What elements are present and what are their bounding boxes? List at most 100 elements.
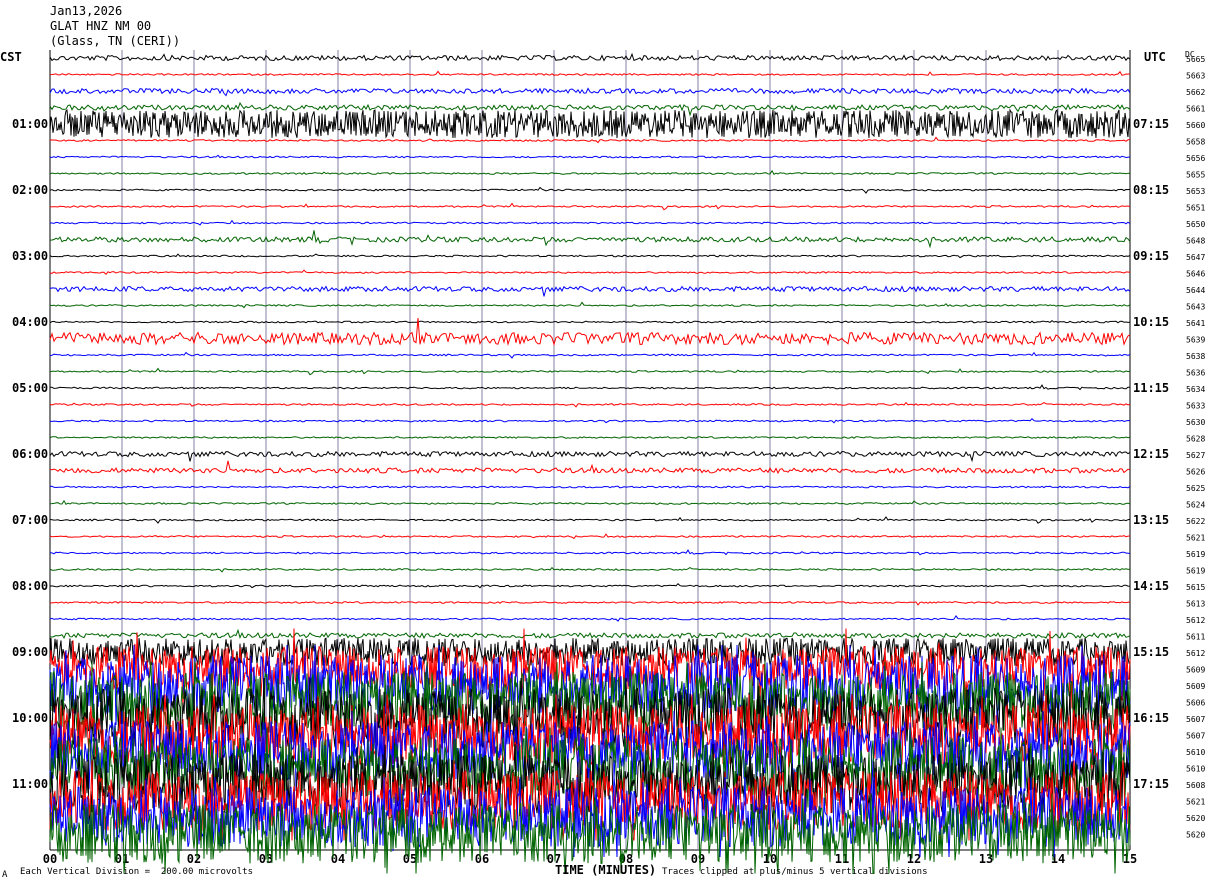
left-timezone-label: CST (0, 50, 22, 64)
trace-line (49, 401, 1131, 408)
dc-value-label: 5648 (1186, 237, 1205, 246)
dc-value-label: 5619 (1186, 550, 1205, 559)
dc-value-label: 5647 (1186, 253, 1205, 262)
trace-line (49, 661, 1131, 742)
trace-line (49, 136, 1130, 144)
right-hour-label: 11:15 (1133, 381, 1169, 395)
trace-line (50, 219, 1131, 226)
right-hour-label: 14:15 (1133, 579, 1169, 593)
right-hour-label: 13:15 (1133, 513, 1169, 527)
left-hour-label: 11:00 (12, 777, 48, 791)
trace-line (49, 566, 1131, 573)
dc-value-label: 5660 (1186, 121, 1205, 130)
left-hour-label: 01:00 (12, 117, 48, 131)
dc-value-label: 5661 (1186, 105, 1205, 114)
dc-value-label: 5620 (1186, 831, 1205, 840)
trace-line (49, 436, 1131, 440)
dc-value-label: 5630 (1186, 418, 1205, 427)
left-hour-label: 07:00 (12, 513, 48, 527)
dc-value-label: 5609 (1186, 666, 1205, 675)
trace-line (49, 301, 1131, 309)
dc-value-label: 5639 (1186, 336, 1205, 345)
trace-line (49, 484, 1131, 489)
record-date: Jan13,2026 (50, 4, 123, 18)
trace-line (49, 269, 1131, 276)
x-tick-label: 11 (835, 852, 849, 866)
trace-line (50, 417, 1131, 424)
x-tick-label: 04 (331, 852, 345, 866)
dc-value-label: 5607 (1186, 715, 1205, 724)
trace-line (49, 230, 1131, 249)
left-hour-label: 09:00 (12, 645, 48, 659)
trace-line (49, 351, 1131, 359)
trace-line (49, 367, 1131, 376)
trace-line (49, 202, 1131, 211)
trace-line (49, 776, 1131, 858)
trace-line (49, 70, 1131, 76)
trace-line (49, 169, 1131, 175)
right-hour-label: 09:15 (1133, 249, 1169, 263)
x-tick-label: 05 (403, 852, 417, 866)
trace-line (49, 460, 1131, 475)
dc-value-label: 5624 (1186, 501, 1205, 510)
dc-value-label: 5651 (1186, 204, 1205, 213)
dc-value-label: 5612 (1186, 616, 1205, 625)
trace-line (49, 285, 1131, 297)
trace-line (49, 186, 1131, 194)
trace-line (49, 533, 1131, 540)
trace-line (49, 601, 1131, 606)
trace-line (49, 52, 1131, 62)
dc-value-label: 5610 (1186, 748, 1205, 757)
dc-value-label: 5606 (1186, 699, 1205, 708)
dc-value-label: 5658 (1186, 138, 1205, 147)
right-hour-label: 16:15 (1133, 711, 1169, 725)
trace-line (50, 154, 1131, 159)
x-tick-label: 02 (187, 852, 201, 866)
left-hour-label: 02:00 (12, 183, 48, 197)
right-hour-label: 08:15 (1133, 183, 1169, 197)
left-hour-label: 06:00 (12, 447, 48, 461)
x-tick-label: 12 (907, 852, 921, 866)
trace-line (49, 582, 1131, 589)
right-hour-label: 12:15 (1133, 447, 1169, 461)
x-tick-label: 00 (43, 852, 57, 866)
dc-value-label: 5613 (1186, 600, 1205, 609)
dc-value-label: 5619 (1186, 567, 1205, 576)
dc-value-label: 5663 (1186, 72, 1205, 81)
left-hour-label: 05:00 (12, 381, 48, 395)
trace-line (49, 319, 1131, 324)
dc-value-label: 5610 (1186, 765, 1205, 774)
dc-value-label: 5620 (1186, 814, 1205, 823)
dc-value-label: 5662 (1186, 88, 1205, 97)
right-hour-label: 17:15 (1133, 777, 1169, 791)
trace-line (49, 450, 1131, 463)
dc-value-label: 5650 (1186, 220, 1205, 229)
dc-value-label: 5608 (1186, 781, 1205, 790)
station-location: (Glass, TN (CERI)) (50, 34, 181, 48)
dc-value-label: 5621 (1186, 798, 1205, 807)
dc-value-label: 5626 (1186, 468, 1205, 477)
dc-value-label: 5621 (1186, 534, 1205, 543)
trace-line (49, 101, 1131, 117)
trace-line (49, 253, 1131, 259)
x-axis-label: TIME (MINUTES) (555, 863, 657, 877)
dc-value-label: 5609 (1186, 682, 1205, 691)
dc-value-label: 5611 (1186, 633, 1205, 642)
dc-value-label: 5653 (1186, 187, 1205, 196)
left-hour-label: 03:00 (12, 249, 48, 263)
x-tick-label: 10 (763, 852, 777, 866)
trace-line (49, 549, 1131, 556)
corner-mark: A (2, 870, 8, 880)
dc-value-label: 5646 (1186, 270, 1205, 279)
trace-line (49, 793, 1131, 874)
dc-value-label: 5656 (1186, 154, 1205, 163)
dc-value-label: 5627 (1186, 451, 1205, 460)
trace-line (50, 384, 1131, 391)
dc-value-label: 5634 (1186, 385, 1205, 394)
trace-line (49, 317, 1131, 347)
trace-line (49, 615, 1131, 622)
left-hour-label: 04:00 (12, 315, 48, 329)
dc-value-label: 5641 (1186, 319, 1205, 328)
clip-note: Traces clipped at plus/minus 5 vertical … (662, 867, 928, 877)
